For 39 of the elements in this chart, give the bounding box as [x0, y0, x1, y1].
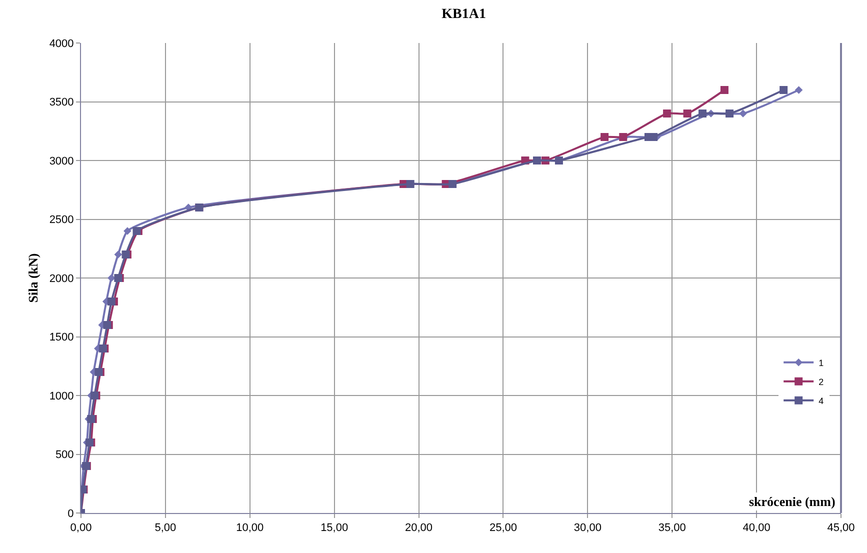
point — [114, 250, 122, 258]
x-tick-label: 20,00 — [405, 522, 433, 534]
point — [739, 110, 747, 118]
chart-title: KB1A1 — [442, 7, 486, 22]
point — [448, 180, 457, 188]
y-axis-title: Sila (kN) — [25, 253, 40, 303]
legend-label: 1 — [818, 358, 824, 368]
point — [726, 110, 734, 118]
y-tick-label: 2000 — [49, 272, 74, 285]
y-tick-label: 3000 — [49, 155, 74, 168]
point — [780, 86, 788, 94]
x-tick-label: 5,00 — [154, 522, 176, 534]
y-tick-label: 1000 — [49, 390, 74, 402]
x-tick-label: 45,00 — [827, 522, 855, 534]
legend-label: 4 — [818, 396, 824, 406]
x-tick-label: 35,00 — [658, 522, 686, 534]
point — [108, 274, 116, 282]
x-axis-title: skrócenie (mm) — [749, 494, 836, 509]
x-tick-label: 25,00 — [489, 522, 517, 534]
legend-label: 2 — [818, 376, 824, 387]
point — [720, 86, 728, 94]
point — [124, 227, 132, 235]
x-tick-label: 15,00 — [320, 522, 348, 534]
x-tick-label: 10,00 — [236, 522, 264, 534]
point — [600, 133, 609, 141]
y-tick-label: 2500 — [49, 214, 74, 226]
y-tick-label: 500 — [55, 449, 74, 462]
y-tick-label: 0 — [68, 508, 74, 520]
point — [794, 86, 803, 94]
y-tick-label: 1500 — [49, 332, 74, 344]
x-tick-label: 0,00 — [70, 522, 92, 534]
point — [663, 110, 672, 118]
x-tick-label: 30,00 — [574, 522, 602, 534]
point — [683, 110, 692, 118]
x-tick-label: 40,00 — [742, 522, 770, 534]
y-tick-label: 4000 — [49, 38, 74, 50]
y-tick-label: 3500 — [49, 96, 74, 109]
point — [698, 110, 707, 118]
point — [107, 298, 116, 306]
